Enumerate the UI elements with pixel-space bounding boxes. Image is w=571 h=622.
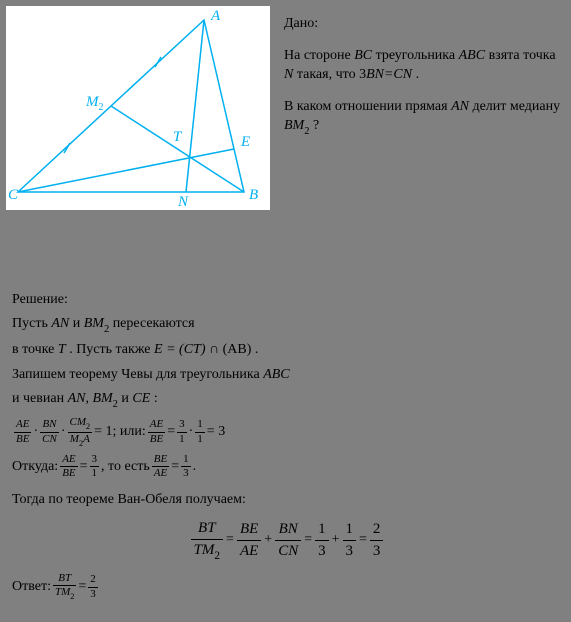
sol-line-4: и чевиан AN, BM2 и CE : [12, 389, 562, 411]
given-line-2: В каком отношении прямая AN делит медиан… [284, 97, 564, 139]
text: . [412, 67, 419, 82]
num: 1 [195, 419, 205, 432]
num: CM [69, 416, 86, 428]
given-block: Дано: На стороне BC треугольника ABC взя… [284, 14, 564, 151]
var: E = (CT) [154, 342, 205, 357]
text: и [118, 391, 133, 406]
text: в точке [12, 342, 58, 357]
text: = [80, 457, 88, 477]
sol-line-3: Запишем теорему Чевы для треугольника AB… [12, 365, 562, 385]
text: такая, что 3 [293, 67, 366, 82]
den: 3 [343, 540, 357, 560]
sol-line-2: в точке T . Пусть также E = (CT) ∩ (AB) … [12, 340, 562, 360]
sub: 2 [214, 550, 220, 562]
text: На стороне [284, 48, 354, 63]
text: ? [309, 118, 319, 133]
var: BM [284, 118, 304, 133]
ceva-equation: AEBE · BNCN · CM2M2A = 1; или: AEBE = 31… [12, 417, 562, 448]
whence-equation: Откуда: AEBE = 31 , то есть BEAE = 13 . [12, 454, 562, 480]
text: треугольника [372, 48, 459, 63]
text: = [167, 422, 175, 442]
given-line-1: На стороне BC треугольника ABC взята точ… [284, 46, 564, 85]
num: BT [56, 573, 73, 586]
text: Пусть [12, 316, 51, 331]
den: CN [275, 540, 301, 560]
text: делит медиану [469, 99, 560, 114]
var: BN=CN [366, 67, 412, 82]
dot: · [61, 422, 66, 442]
text: , то есть [101, 457, 150, 477]
den: 1 [195, 432, 205, 446]
den: TM [55, 586, 70, 598]
text: В каком отношении прямая [284, 99, 451, 114]
num: BN [40, 419, 58, 432]
num: AE [148, 419, 165, 432]
var: ABC [459, 48, 485, 63]
num: BE [237, 521, 261, 540]
dot: · [189, 422, 194, 442]
var: BC [354, 48, 372, 63]
vertex-A-label: A [210, 8, 221, 24]
var: AN [51, 316, 69, 331]
given-label: Дано: [284, 14, 564, 34]
text: Запишем теорему Чевы для треугольника [12, 367, 263, 382]
point-M2-label: M2 [85, 94, 104, 113]
text: = [171, 457, 179, 477]
text: = 3 [207, 422, 225, 442]
text: взята точка [485, 48, 556, 63]
den: 3 [370, 540, 384, 560]
den: M [70, 433, 79, 445]
var: BM [84, 316, 104, 331]
text: . Пусть также [66, 342, 154, 357]
point-E-label: E [240, 134, 250, 150]
dot: · [33, 422, 38, 442]
text: ∩ (AB) . [205, 342, 258, 357]
var: CE [132, 391, 150, 406]
den: CN [40, 432, 59, 446]
num: 1 [343, 521, 357, 540]
text: Откуда: [12, 457, 58, 477]
num: AE [14, 419, 31, 432]
point-T-label: T [173, 129, 183, 145]
num: BT [195, 520, 219, 539]
den: AE [237, 540, 261, 560]
var: AN [68, 391, 86, 406]
text: . [193, 457, 197, 477]
num: 2 [88, 574, 98, 587]
vertex-C-label: C [8, 187, 19, 203]
den: BE [148, 432, 165, 446]
den: 3 [88, 587, 98, 601]
num: BN [276, 521, 301, 540]
num: 2 [370, 521, 384, 540]
var: BM [92, 391, 112, 406]
text: и чевиан [12, 391, 68, 406]
num: 1 [315, 521, 329, 540]
solution-label: Решение: [12, 290, 562, 310]
vertex-B-label: B [249, 187, 258, 203]
geometry-figure: A B C N M2 E T [6, 6, 270, 210]
num: 3 [177, 419, 187, 432]
den: BE [14, 432, 31, 446]
var: ABC [263, 367, 289, 382]
den: 1 [177, 432, 187, 446]
text: : [150, 391, 157, 406]
solution-block: Решение: Пусть AN и BM2 пересекаются в т… [12, 290, 562, 607]
var: T [58, 342, 66, 357]
den: TM [194, 542, 215, 558]
answer-label: Ответ: [12, 577, 51, 597]
var: N [284, 67, 293, 82]
answer-line: Ответ: BTTM2 = 23 [12, 573, 562, 601]
van-aubel-equation: BTTM2 = BEAE + BNCN = 13 + 13 = 23 [12, 520, 562, 561]
point-N-label: N [177, 194, 189, 210]
den: 3 [315, 540, 329, 560]
text: = 1; или: [94, 422, 146, 442]
text: и [69, 316, 84, 331]
var: AN [451, 99, 469, 114]
text: пересекаются [109, 316, 194, 331]
text: = [78, 577, 86, 597]
van-aubel-line: Тогда по теореме Ван-Обеля получаем: [12, 490, 562, 510]
sol-line-1: Пусть AN и BM2 пересекаются [12, 314, 562, 336]
